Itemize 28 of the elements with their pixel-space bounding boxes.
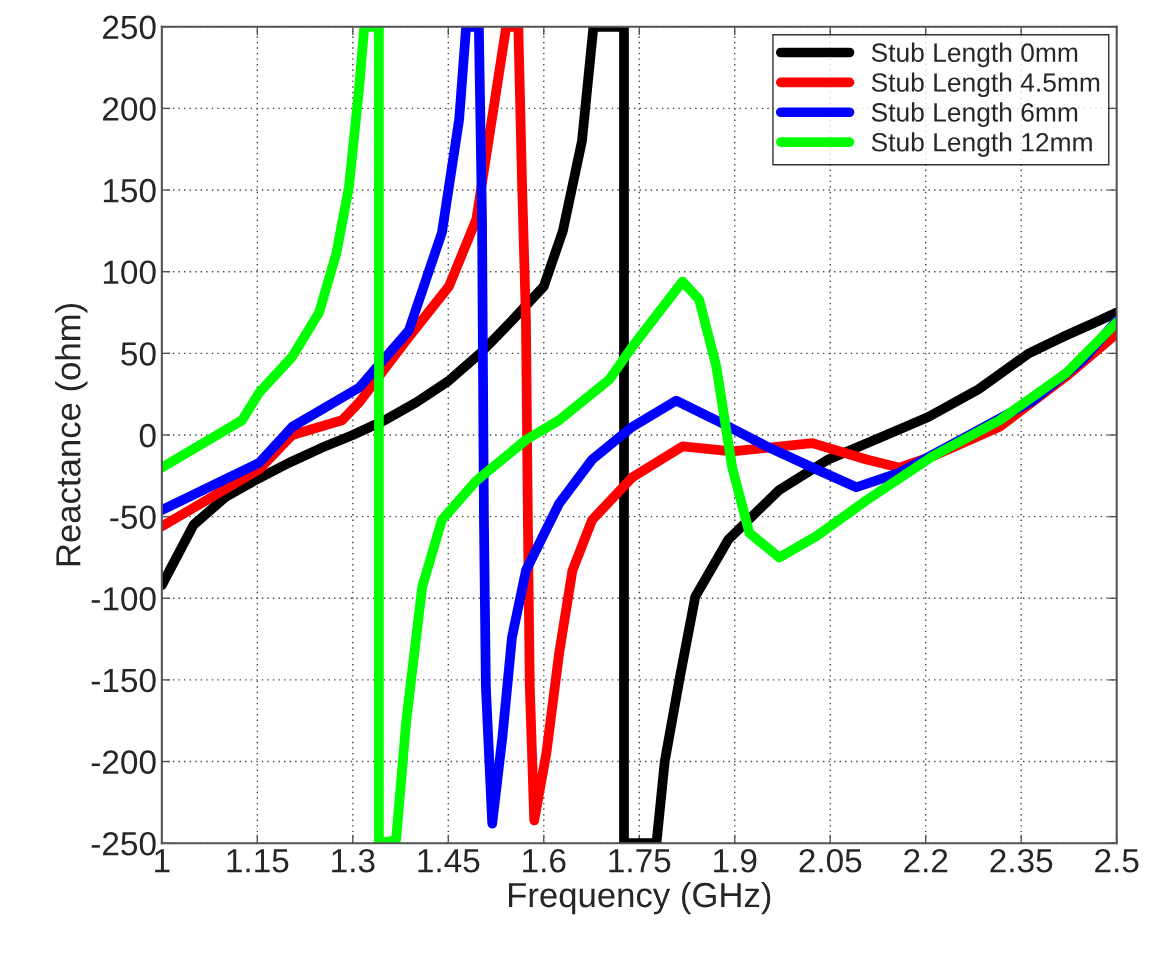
x-tick-label: 2.35 bbox=[990, 848, 1053, 873]
x-axis-title: Frequency (GHz) bbox=[508, 881, 771, 915]
y-tick-label: 50 bbox=[121, 342, 156, 366]
y-tick-label: 150 bbox=[103, 178, 156, 203]
x-tick-label: 1.9 bbox=[714, 848, 757, 873]
legend-label: Stub Length 12mm bbox=[871, 132, 1092, 157]
y-tick-label: 0 bbox=[139, 423, 156, 448]
y-tick-label: -150 bbox=[91, 668, 156, 693]
x-tick-label: 1.45 bbox=[418, 849, 480, 873]
legend-label: Stub Length 6mm bbox=[871, 102, 1078, 127]
x-tick-label: 2.05 bbox=[799, 848, 862, 873]
y-tick-label: 250 bbox=[103, 15, 156, 40]
y-tick-label: -250 bbox=[91, 831, 156, 856]
x-tick-label: 1.3 bbox=[332, 848, 375, 873]
y-tick-label: -200 bbox=[91, 750, 156, 774]
y-tick-label: -50 bbox=[110, 505, 156, 530]
x-tick-label: 2.2 bbox=[904, 848, 948, 873]
x-tick-label: 1.6 bbox=[523, 848, 566, 873]
y-axis-title: Reactance (ohm) bbox=[55, 303, 88, 566]
legend-label: Stub Length 0mm bbox=[871, 42, 1078, 68]
x-tick-label: 2.5 bbox=[1095, 848, 1139, 873]
x-tick-label: 1.75 bbox=[609, 849, 671, 873]
x-tick-label: 1 bbox=[155, 849, 170, 873]
x-tick-label: 1.15 bbox=[227, 849, 289, 873]
y-tick-label: 100 bbox=[103, 260, 156, 285]
legend-label: Stub Length 4.5mm bbox=[871, 72, 1100, 98]
y-tick-label: 200 bbox=[103, 97, 156, 121]
y-tick-label: -100 bbox=[91, 587, 156, 611]
